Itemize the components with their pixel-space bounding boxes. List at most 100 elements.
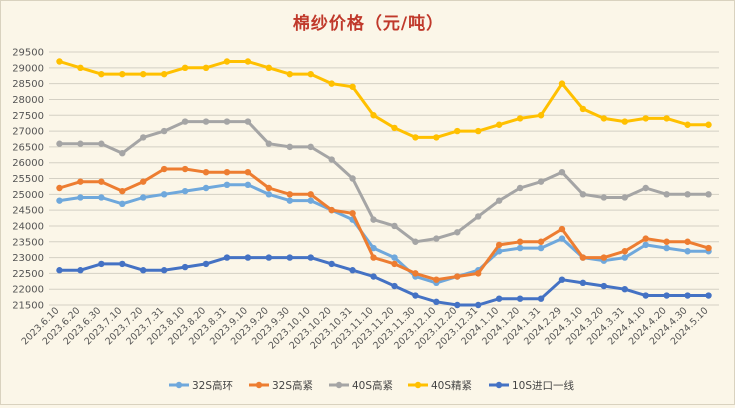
data-point bbox=[286, 191, 293, 198]
data-point bbox=[160, 191, 168, 198]
series-line-4 bbox=[59, 60, 709, 139]
data-point bbox=[495, 295, 503, 302]
data-point bbox=[202, 168, 210, 176]
y-tick-label: 29000 bbox=[12, 63, 44, 74]
y-tick-label: 27500 bbox=[12, 111, 44, 122]
data-point bbox=[265, 254, 273, 261]
data-point bbox=[140, 178, 147, 185]
data-point bbox=[244, 168, 252, 176]
data-point bbox=[328, 260, 335, 268]
data-point bbox=[119, 150, 126, 157]
data-point bbox=[244, 254, 252, 261]
data-point bbox=[223, 168, 231, 176]
data-point bbox=[475, 301, 482, 309]
data-point bbox=[475, 127, 482, 135]
data-point bbox=[579, 279, 587, 287]
data-point bbox=[558, 276, 566, 283]
y-tick-label: 29500 bbox=[12, 48, 44, 59]
data-point bbox=[160, 127, 168, 135]
data-point bbox=[454, 229, 461, 236]
legend-label: 32S高紧 bbox=[272, 379, 313, 392]
data-point bbox=[119, 70, 126, 78]
data-point bbox=[705, 244, 712, 252]
data-point bbox=[56, 58, 63, 65]
data-point bbox=[181, 165, 189, 173]
data-point bbox=[684, 238, 691, 245]
legend-marker bbox=[255, 381, 263, 389]
data-point bbox=[684, 292, 691, 299]
data-point bbox=[642, 184, 649, 192]
data-point bbox=[56, 267, 63, 274]
y-tick-label: 22500 bbox=[12, 269, 44, 280]
data-point bbox=[454, 301, 461, 309]
data-point bbox=[391, 124, 398, 132]
data-point bbox=[160, 70, 168, 78]
data-point bbox=[307, 143, 314, 151]
legend-label: 32S高环 bbox=[192, 379, 233, 392]
data-point bbox=[391, 254, 398, 261]
data-point bbox=[579, 191, 587, 198]
y-tick-label: 27000 bbox=[12, 127, 44, 138]
data-point bbox=[642, 235, 649, 242]
data-point bbox=[391, 282, 398, 290]
data-point bbox=[495, 197, 503, 204]
data-point bbox=[370, 112, 377, 119]
y-tick-label: 24000 bbox=[12, 221, 44, 232]
data-point bbox=[202, 118, 210, 125]
data-point bbox=[663, 238, 670, 245]
data-point bbox=[516, 184, 524, 192]
data-point bbox=[454, 273, 461, 280]
data-point bbox=[412, 270, 419, 277]
data-point bbox=[119, 187, 126, 195]
data-point bbox=[370, 254, 377, 261]
data-point bbox=[181, 118, 189, 125]
legend-marker bbox=[414, 381, 422, 389]
data-point bbox=[160, 267, 168, 274]
data-point bbox=[98, 260, 105, 268]
data-point bbox=[56, 184, 63, 192]
y-tick-label: 24500 bbox=[12, 206, 44, 217]
data-point bbox=[516, 115, 524, 122]
data-point bbox=[579, 254, 587, 261]
data-point bbox=[265, 64, 273, 72]
data-point bbox=[140, 70, 147, 78]
data-point bbox=[537, 238, 545, 245]
data-point bbox=[600, 115, 608, 122]
data-point bbox=[202, 64, 210, 72]
data-point bbox=[77, 140, 84, 147]
data-point bbox=[98, 70, 105, 78]
y-tick-label: 25500 bbox=[12, 174, 44, 185]
data-point bbox=[454, 127, 461, 135]
data-point bbox=[286, 254, 293, 261]
data-point bbox=[265, 184, 273, 192]
data-point bbox=[412, 292, 419, 299]
legend-marker bbox=[335, 381, 343, 389]
data-point bbox=[537, 244, 545, 252]
data-point bbox=[77, 194, 84, 201]
legend-marker bbox=[175, 381, 183, 389]
data-point bbox=[328, 156, 335, 163]
data-point bbox=[98, 194, 105, 201]
data-point bbox=[265, 140, 273, 147]
data-point bbox=[140, 267, 147, 274]
legend-label: 10S进口一线 bbox=[512, 379, 575, 392]
data-point bbox=[705, 121, 712, 128]
data-point bbox=[705, 292, 712, 299]
data-point bbox=[140, 134, 147, 141]
data-point bbox=[349, 175, 356, 182]
data-point bbox=[433, 276, 440, 283]
data-point bbox=[77, 267, 84, 274]
data-point bbox=[663, 115, 670, 122]
data-point bbox=[537, 178, 545, 185]
y-tick-label: 25000 bbox=[12, 190, 44, 201]
data-point bbox=[307, 197, 314, 204]
data-point bbox=[286, 197, 293, 204]
data-point bbox=[705, 191, 712, 198]
data-point bbox=[181, 187, 189, 195]
data-point bbox=[307, 70, 314, 78]
data-point bbox=[328, 206, 335, 214]
data-point bbox=[433, 134, 440, 141]
data-point bbox=[98, 140, 105, 147]
